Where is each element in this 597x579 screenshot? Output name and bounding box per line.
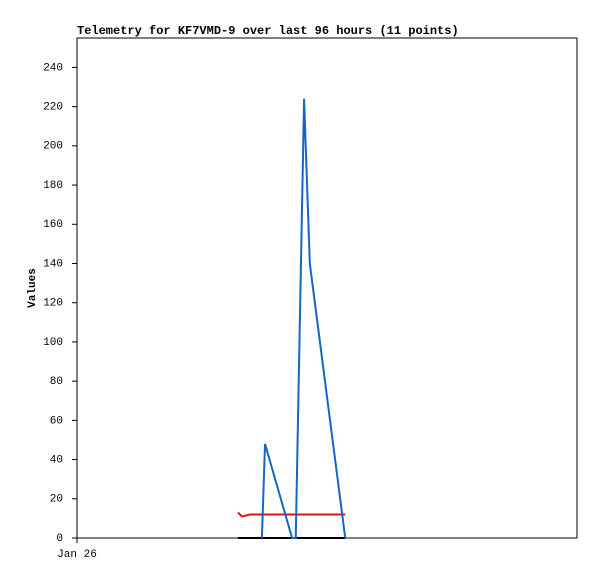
chart-title: Telemetry for KF7VMD-9 over last 96 hour…: [77, 24, 459, 38]
y-tick-label: 40: [50, 454, 63, 466]
series-line: [237, 511, 346, 518]
y-tick-label: 0: [56, 533, 63, 545]
x-tick-label: Jan 26: [57, 549, 97, 561]
y-tick-label: 200: [43, 141, 63, 153]
plot-frame: [76, 37, 578, 539]
y-axis-label: Values: [27, 268, 39, 308]
y-tick-label: 160: [43, 219, 63, 231]
y-tick-label: 220: [43, 102, 63, 114]
y-tick-label: 120: [43, 298, 63, 310]
y-tick-label: 20: [50, 494, 63, 506]
y-tick-label: 80: [50, 376, 63, 388]
y-tick-label: 100: [43, 337, 63, 349]
series-line: [260, 98, 347, 539]
y-tick-label: 140: [43, 258, 63, 270]
y-tick-label: 60: [50, 415, 63, 427]
y-tick-label: 180: [43, 180, 63, 192]
y-tick-label: 240: [43, 62, 63, 74]
